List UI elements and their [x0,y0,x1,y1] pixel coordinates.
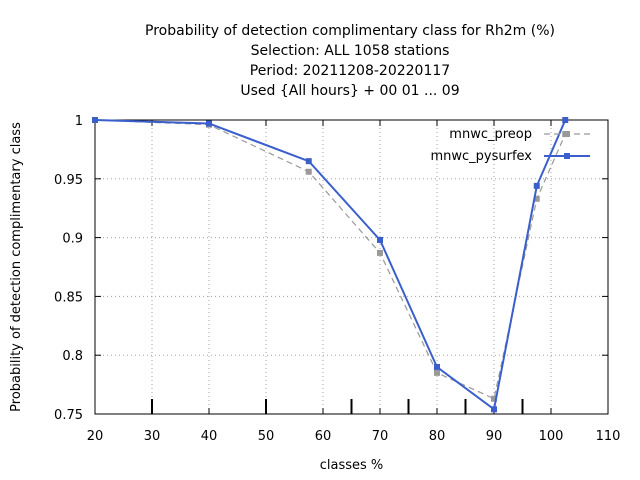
x-axis-label: classes % [320,458,384,473]
chart-title-line-3: Period: 20211208-20220117 [250,63,450,79]
chart-title-line-1: Probability of detection complimentary c… [145,23,555,39]
series-line-mnwc_pysurfex [94,119,567,412]
plot-frame [94,119,609,415]
x-tick-label: 90 [486,429,503,444]
y-tick-label: 0.75 [54,408,83,423]
x-tick-label: 20 [87,429,104,444]
legend-label: mnwc_preop [449,127,532,142]
data-point-mnwc_preop [434,369,440,376]
x-tick-label: 80 [429,429,446,444]
y-axis-label: Probability of detection complimentary c… [9,122,24,412]
grid-lines [95,120,608,414]
chart-title-line-2: Selection: ALL 1058 stations [251,43,450,59]
legend: mnwc_preop mnwc_pysurfex [430,127,590,164]
x-tick-label: 30 [144,429,161,444]
data-point-mnwc_pysurfex [305,158,312,165]
data-point-mnwc_pysurfex [491,406,497,413]
legend-label: mnwc_pysurfex [430,149,532,164]
x-tick-label: 40 [201,429,218,444]
data-point-mnwc_preop [305,168,312,175]
data-point-mnwc_preop [533,195,540,202]
y-tick-label: 0.8 [62,349,83,364]
x-tick-label: 100 [539,429,564,444]
data-point-mnwc_pysurfex [434,363,440,370]
data-point-mnwc_preop [377,249,383,256]
class-marks [151,399,524,414]
y-tick-label: 0.85 [54,290,83,305]
legend-swatch-marker [564,131,570,137]
data-point-mnwc_pysurfex [562,117,569,123]
data-point-mnwc_pysurfex [92,117,98,123]
axis-ticks: 20 30 40 50 60 70 80 90 100 110 0.75 0.8 0.85 0.9 0.95… [54,114,620,444]
y-tick-label: 0.95 [54,173,83,188]
data-point-mnwc_pysurfex [533,182,540,189]
x-tick-label: 60 [315,429,332,444]
y-tick-label: 0.9 [62,232,83,247]
data-point-mnwc_pysurfex [206,120,212,127]
y-tick-label: 1 [75,114,83,129]
x-tick-label: 50 [258,429,275,444]
x-tick-label: 110 [596,429,621,444]
data-point-mnwc_preop [491,395,497,402]
x-tick-label: 70 [372,429,389,444]
series-line-mnwc_preop [94,119,566,400]
chart-title-line-4: Used {All hours} + 00 01 ... 09 [240,83,459,99]
legend-swatch-marker [564,153,570,159]
data-point-mnwc_pysurfex [377,236,383,243]
chart-titles: Probability of detection complimentary c… [145,23,555,99]
